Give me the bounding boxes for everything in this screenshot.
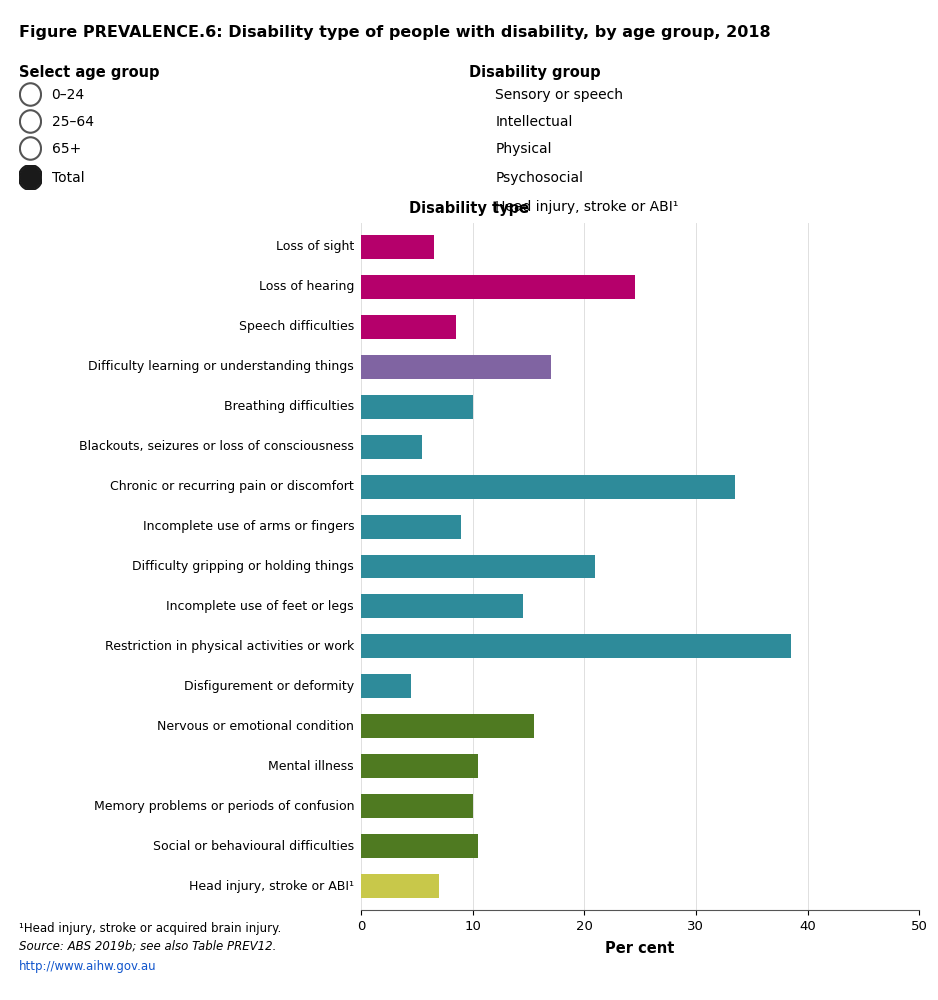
Text: Intellectual: Intellectual bbox=[495, 115, 572, 129]
Text: Blackouts, seizures or loss of consciousness: Blackouts, seizures or loss of conscious… bbox=[79, 440, 355, 453]
Text: 0–24: 0–24 bbox=[52, 88, 84, 102]
Text: Select age group: Select age group bbox=[19, 65, 159, 80]
Bar bbox=[361, 834, 478, 858]
Text: Difficulty learning or understanding things: Difficulty learning or understanding thi… bbox=[88, 360, 355, 373]
Circle shape bbox=[20, 83, 41, 106]
Text: Chronic or recurring pain or discomfort: Chronic or recurring pain or discomfort bbox=[111, 480, 355, 493]
X-axis label: Per cent: Per cent bbox=[605, 941, 674, 956]
Bar bbox=[361, 515, 461, 539]
Text: Physical: Physical bbox=[495, 142, 552, 156]
Text: http://www.aihw.gov.au: http://www.aihw.gov.au bbox=[19, 960, 157, 973]
Text: Memory problems or periods of confusion: Memory problems or periods of confusion bbox=[94, 800, 355, 813]
Bar bbox=[361, 355, 551, 379]
Bar bbox=[361, 874, 439, 898]
Bar bbox=[361, 395, 473, 419]
Bar bbox=[361, 594, 522, 618]
Bar bbox=[361, 714, 534, 738]
Text: Figure PREVALENCE.6: Disability type of people with disability, by age group, 20: Figure PREVALENCE.6: Disability type of … bbox=[19, 25, 770, 40]
Text: ¹Head injury, stroke or acquired brain injury.: ¹Head injury, stroke or acquired brain i… bbox=[19, 922, 281, 935]
Text: Head injury, stroke or ABI¹: Head injury, stroke or ABI¹ bbox=[189, 880, 355, 893]
Bar bbox=[361, 674, 411, 698]
Text: Social or behavioural difficulties: Social or behavioural difficulties bbox=[153, 840, 355, 853]
Bar bbox=[361, 754, 478, 778]
Text: Incomplete use of arms or fingers: Incomplete use of arms or fingers bbox=[143, 520, 355, 533]
Bar bbox=[361, 435, 422, 459]
Text: Mental illness: Mental illness bbox=[268, 760, 355, 773]
Text: Incomplete use of feet or legs: Incomplete use of feet or legs bbox=[166, 600, 355, 613]
Circle shape bbox=[20, 110, 41, 133]
Text: Sensory or speech: Sensory or speech bbox=[495, 88, 623, 102]
Bar bbox=[361, 235, 433, 259]
Text: Breathing difficulties: Breathing difficulties bbox=[224, 400, 355, 413]
Bar bbox=[361, 634, 791, 658]
Text: Disability group: Disability group bbox=[469, 65, 600, 80]
Text: Loss of sight: Loss of sight bbox=[276, 240, 355, 253]
Text: Speech difficulties: Speech difficulties bbox=[239, 320, 355, 333]
Text: Difficulty gripping or holding things: Difficulty gripping or holding things bbox=[132, 560, 355, 573]
Circle shape bbox=[20, 137, 41, 160]
Bar bbox=[361, 275, 634, 299]
Text: Disfigurement or deformity: Disfigurement or deformity bbox=[184, 680, 355, 693]
Text: Head injury, stroke or ABI¹: Head injury, stroke or ABI¹ bbox=[495, 200, 678, 214]
Text: Source: ABS 2019b; see also Table PREV12.: Source: ABS 2019b; see also Table PREV12… bbox=[19, 940, 276, 953]
Bar bbox=[361, 555, 596, 578]
Text: 25–64: 25–64 bbox=[52, 115, 94, 129]
Bar bbox=[361, 315, 456, 339]
Bar bbox=[361, 794, 473, 818]
Text: Nervous or emotional condition: Nervous or emotional condition bbox=[158, 720, 355, 733]
Text: With disability: With disability bbox=[396, 165, 542, 183]
Text: Restriction in physical activities or work: Restriction in physical activities or wo… bbox=[105, 640, 355, 653]
Circle shape bbox=[20, 166, 41, 189]
Text: Disability type: Disability type bbox=[409, 201, 529, 216]
Bar bbox=[361, 475, 735, 499]
Text: 65+: 65+ bbox=[52, 142, 81, 156]
Text: Total: Total bbox=[52, 171, 84, 185]
Text: Psychosocial: Psychosocial bbox=[495, 171, 583, 185]
Text: Loss of hearing: Loss of hearing bbox=[259, 280, 355, 293]
